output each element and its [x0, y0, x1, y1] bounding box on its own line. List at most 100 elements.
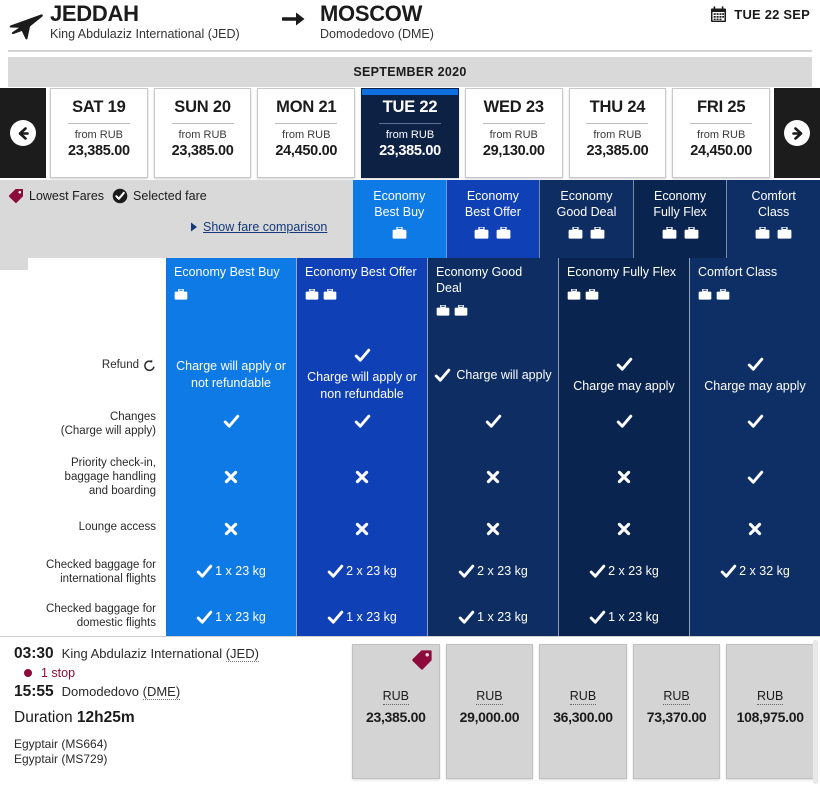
date-card-divider — [586, 123, 649, 124]
flight-itinerary: 03:30 King Abdulaziz International (JED)… — [14, 645, 259, 767]
cross-icon — [355, 522, 369, 536]
fare-column-title: Comfort Class — [698, 265, 778, 279]
date-card-selected[interactable]: TUE 22 from RUB 23,385.00 — [361, 88, 459, 178]
next-dates-button[interactable] — [774, 88, 820, 178]
briefcase-icon — [496, 227, 511, 239]
scrollbar[interactable] — [813, 640, 818, 784]
briefcase-icon — [174, 289, 188, 300]
price-amount: 108,975.00 — [736, 709, 804, 725]
fare-column-4[interactable]: Comfort Class Charge may apply 2 x 32 kg — [689, 258, 820, 636]
cell-refund: Charge will apply or non refundable — [297, 346, 427, 404]
fare-columns: Economy Best Buy Charge will apply or not… — [166, 258, 820, 636]
fare-column-head: Comfort Class — [690, 258, 820, 300]
price-currency: RUB — [663, 689, 690, 705]
flight-summary: 03:30 King Abdulaziz International (JED)… — [0, 636, 820, 790]
destination-block: MOSCOW Domodedovo (DME) — [320, 2, 434, 42]
cross-icon — [224, 470, 238, 484]
stops-label: 1 stop — [41, 666, 76, 680]
check-icon — [327, 610, 344, 624]
briefcase-icon — [436, 305, 450, 316]
fare-tab-1[interactable]: Economy Best Offer — [445, 180, 540, 258]
check-icon — [354, 414, 370, 428]
briefcase-icon — [567, 289, 581, 300]
show-fare-comparison-link[interactable]: Show fare comparison — [190, 220, 327, 234]
fare-tab-4[interactable]: Comfort Class — [726, 180, 820, 258]
check-icon — [196, 610, 213, 624]
check-icon — [327, 564, 344, 578]
price-card[interactable]: RUB 73,370.00 — [632, 644, 721, 779]
cross-icon — [617, 470, 631, 484]
price-card-lowest[interactable]: RUB 23,385.00 — [352, 644, 440, 779]
prev-dates-button[interactable] — [0, 88, 46, 178]
check-icon — [485, 414, 501, 428]
price-card[interactable]: RUB 108,975.00 — [726, 644, 814, 779]
stops-line: 1 stop — [24, 666, 259, 680]
date-card-amount: 29,130.00 — [482, 143, 545, 159]
date-card[interactable]: MON 21 from RUB 24,450.00 — [257, 88, 356, 178]
date-card-divider — [482, 123, 545, 124]
row-label-changes: Changes (Charge will apply) — [60, 411, 156, 437]
date-card-divider — [690, 123, 753, 124]
date-card-amount: 24,450.00 — [275, 143, 338, 159]
cell-priority — [166, 466, 296, 488]
cell-changes — [428, 410, 558, 432]
cross-icon — [486, 470, 500, 484]
fare-column-baggage-icons — [436, 305, 550, 316]
row-label-dom: Checked baggage for domestic flights — [46, 603, 156, 629]
date-card-dow: THU 24 — [589, 98, 646, 116]
destination-city: MOSCOW — [320, 1, 423, 26]
check-icon — [616, 414, 632, 428]
cross-icon — [224, 522, 238, 536]
origin-block: JEDDAH King Abdulaziz International (JED… — [50, 2, 240, 42]
date-card-dow: SAT 19 — [72, 98, 126, 116]
date-card-amount: 23,385.00 — [171, 143, 234, 159]
cell-changes — [166, 410, 296, 432]
month-label: SEPTEMBER 2020 — [353, 65, 467, 79]
route-header: JEDDAH King Abdulaziz International (JED… — [0, 0, 820, 48]
date-card[interactable]: SAT 19 from RUB 23,385.00 — [50, 88, 148, 178]
check-icon — [747, 470, 763, 484]
date-card[interactable]: THU 24 from RUB 23,385.00 — [568, 88, 667, 178]
fare-column-baggage-icons — [567, 289, 681, 300]
arrival-code: (DME) — [142, 684, 181, 700]
cell-refund: Charge may apply — [690, 346, 820, 404]
date-card-amount: 24,450.00 — [690, 143, 753, 159]
departure-airport: King Abdulaziz International (JED) — [61, 646, 259, 662]
price-card[interactable]: RUB 29,000.00 — [445, 644, 534, 779]
header-date-chip[interactable]: TUE 22 SEP — [710, 6, 810, 23]
briefcase-icon — [590, 227, 605, 239]
legend-lowest-fares-label: Lowest Fares — [29, 189, 105, 203]
cross-icon — [486, 522, 500, 536]
fare-tab-baggage-icons — [392, 227, 407, 239]
header-date-label: TUE 22 SEP — [734, 7, 810, 22]
cell-lounge — [559, 518, 689, 540]
briefcase-icon — [568, 227, 583, 239]
cell-intl-baggage: 2 x 23 kg — [297, 560, 427, 582]
check-icon — [458, 564, 475, 578]
fare-tab-baggage-icons — [755, 227, 792, 239]
date-card[interactable]: FRI 25 from RUB 24,450.00 — [672, 88, 771, 178]
fare-column-0[interactable]: Economy Best Buy Charge will apply or not… — [166, 258, 296, 636]
fare-column-1[interactable]: Economy Best Offer Charge will apply or n… — [296, 258, 427, 636]
airplane-icon — [9, 14, 43, 40]
fare-column-3[interactable]: Economy Fully Flex Charge may apply 2 x 23… — [558, 258, 689, 636]
arrival-line: 15:55 Domodedovo (DME) — [14, 683, 259, 701]
fare-column-2[interactable]: Economy Good Deal Charge will apply 2 x 23… — [427, 258, 558, 636]
fare-tab-label: Comfort Class — [751, 189, 796, 219]
arrow-left-circle-icon — [10, 120, 36, 146]
cell-lounge — [428, 518, 558, 540]
price-tag-icon — [411, 649, 433, 676]
cell-domestic-baggage: 1 x 23 kg — [428, 606, 558, 628]
fare-tab-0[interactable]: Economy Best Buy — [353, 180, 446, 258]
date-card[interactable]: SUN 20 from RUB 23,385.00 — [153, 88, 252, 178]
check-icon — [616, 357, 632, 371]
price-amount: 73,370.00 — [646, 709, 707, 725]
fare-column-title: Economy Fully Flex — [567, 265, 677, 279]
date-card[interactable]: WED 23 from RUB 29,130.00 — [464, 88, 563, 178]
check-icon — [223, 414, 239, 428]
fare-tab-3[interactable]: Economy Fully Flex — [632, 180, 727, 258]
fare-tab-2[interactable]: Economy Good Deal — [539, 180, 633, 258]
date-card-divider — [171, 123, 234, 124]
cell-refund: Charge will apply — [428, 346, 558, 404]
price-card[interactable]: RUB 36,300.00 — [539, 644, 627, 779]
